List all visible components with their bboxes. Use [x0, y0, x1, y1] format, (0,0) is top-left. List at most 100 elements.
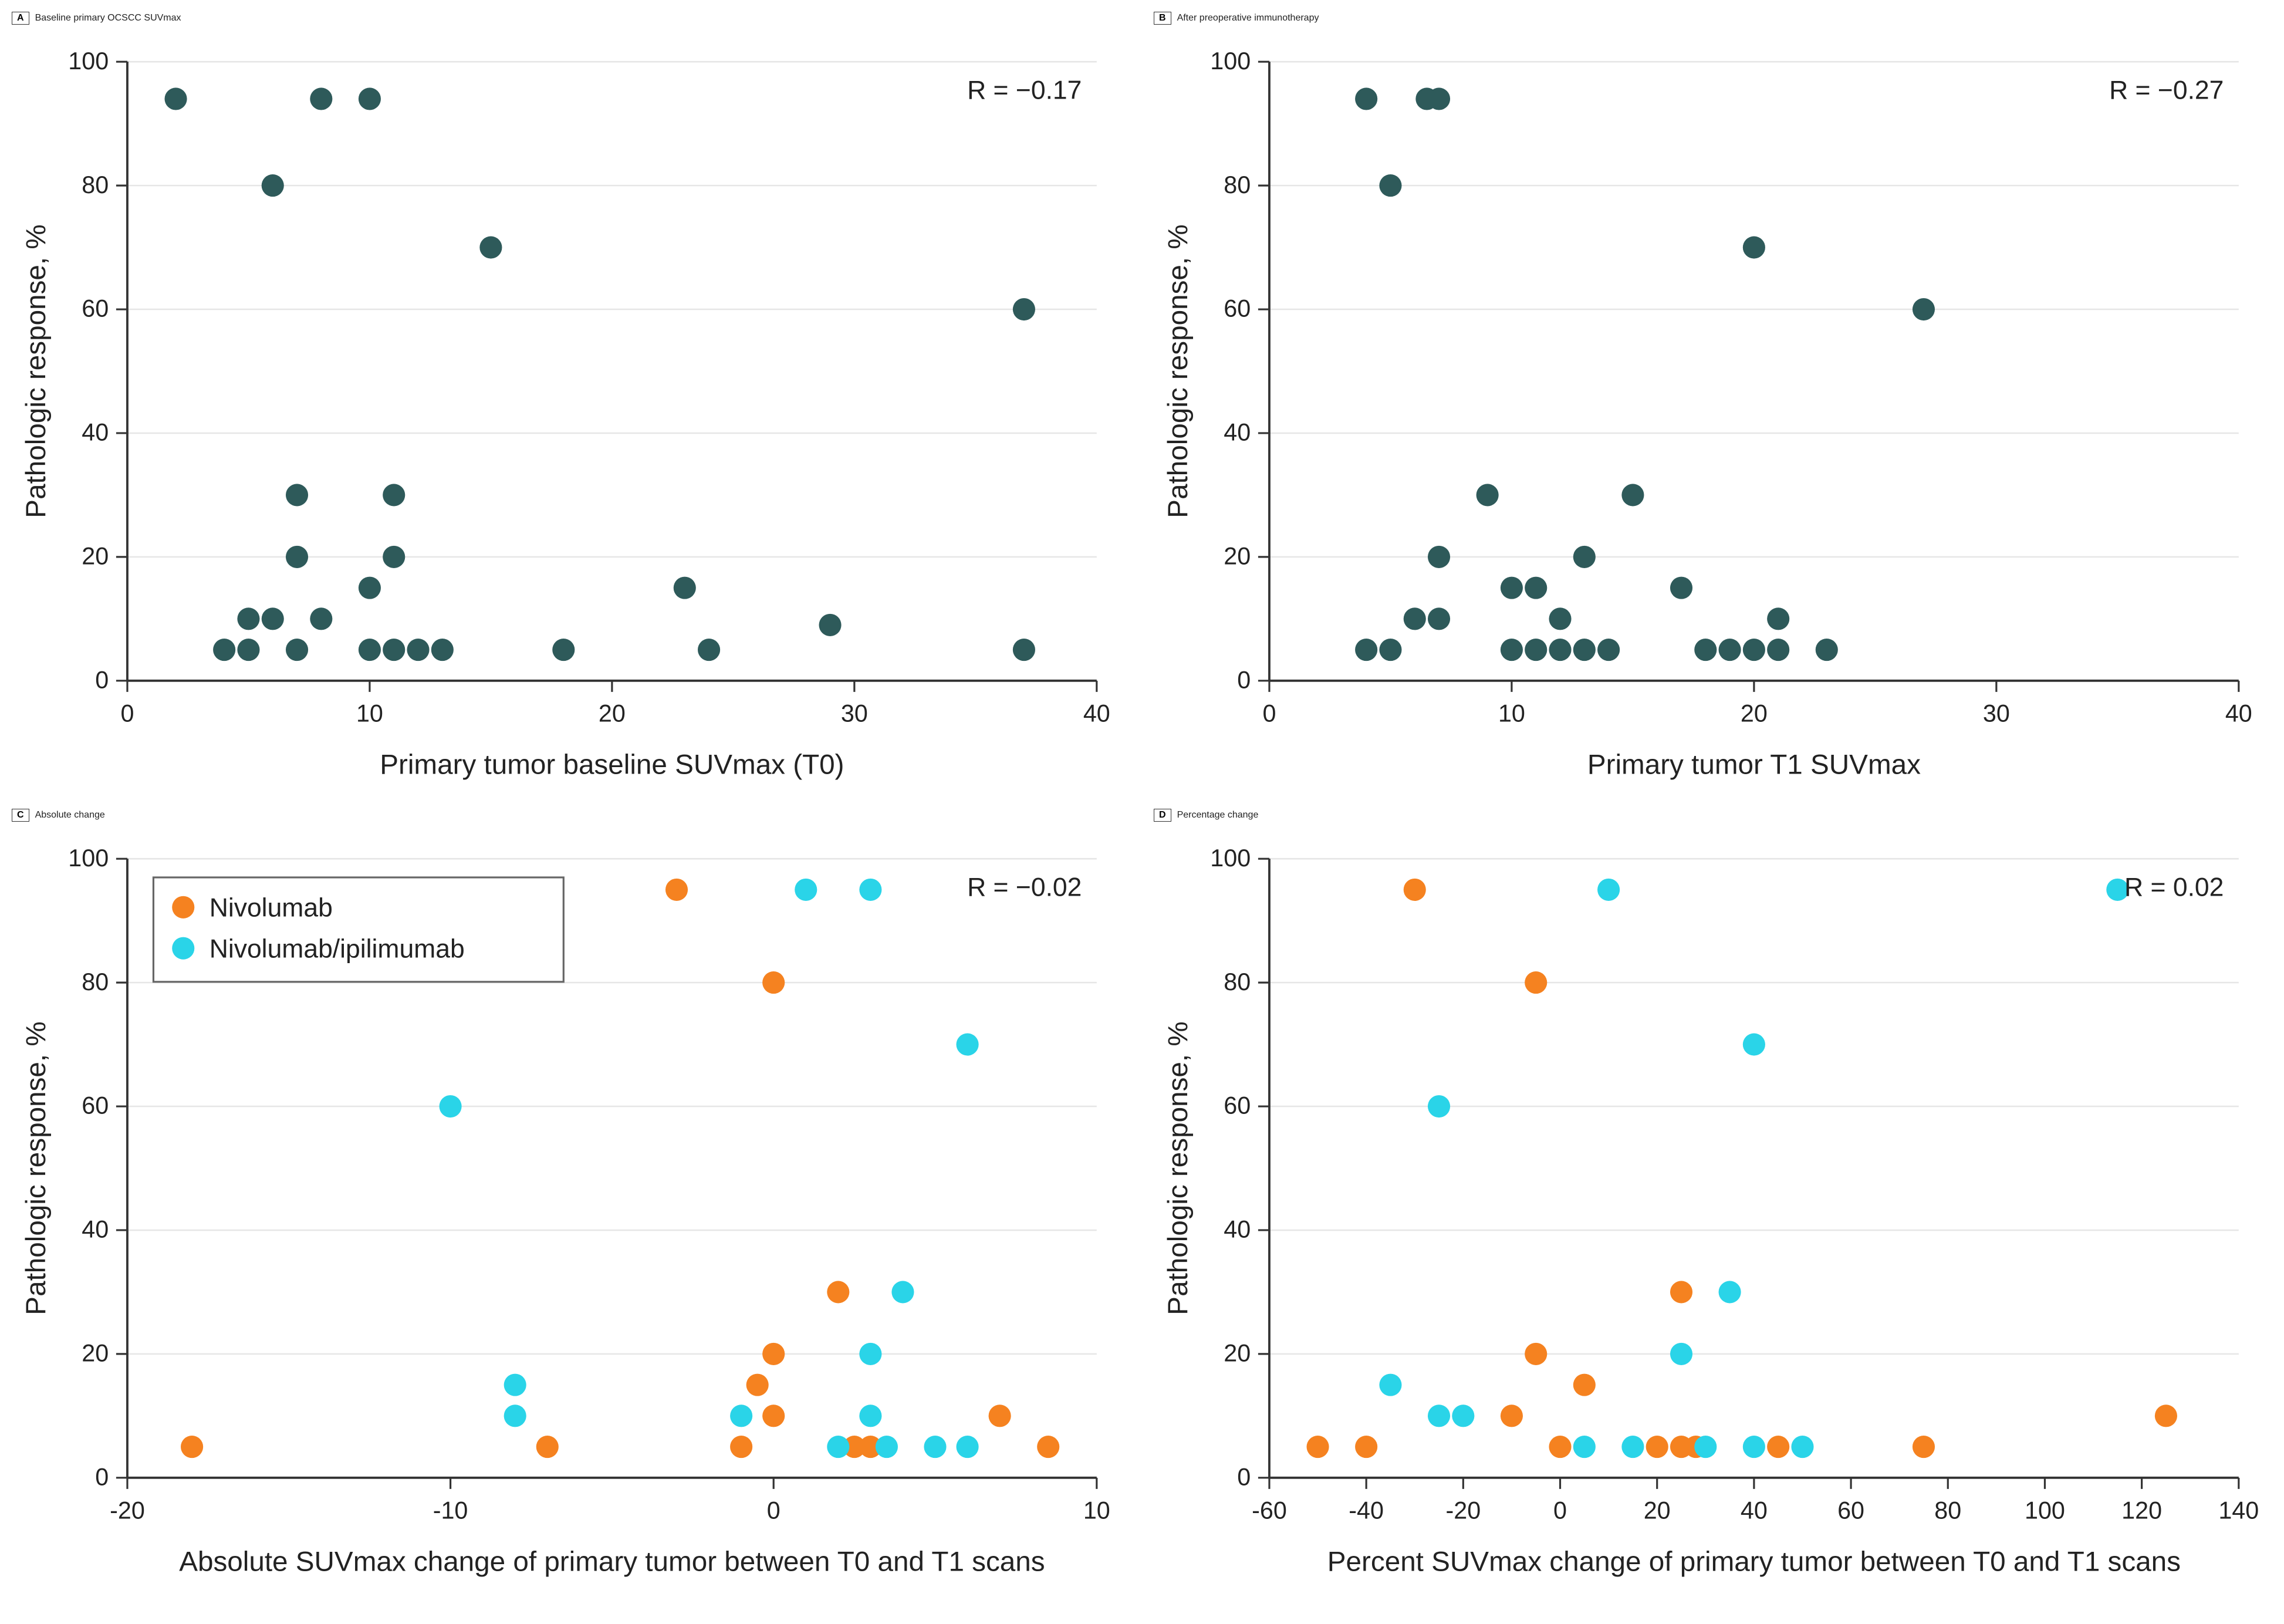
data-point [262, 174, 284, 197]
svg-text:0: 0 [1262, 700, 1276, 727]
panel-b-letter: B [1154, 12, 1171, 25]
data-point [1573, 639, 1596, 661]
panel-d-header: D Percentage change [1154, 809, 2272, 822]
svg-text:10: 10 [1083, 1497, 1110, 1524]
svg-text:-40: -40 [1349, 1497, 1384, 1524]
data-point [674, 577, 696, 599]
svg-text:60: 60 [1224, 295, 1251, 322]
data-point [1501, 1405, 1523, 1427]
data-point [181, 1436, 203, 1458]
data-point [1646, 1436, 1668, 1458]
data-point [1670, 1343, 1692, 1365]
data-point [383, 484, 405, 506]
x-axis-label: Primary tumor T1 SUVmax [1587, 749, 1921, 781]
data-point [536, 1436, 559, 1458]
data-point [1355, 639, 1377, 661]
data-point [1428, 546, 1450, 568]
data-point [1013, 298, 1035, 320]
panel-b-title: After preoperative immunotherapy [1177, 13, 1319, 23]
data-point [286, 484, 308, 506]
svg-text:20: 20 [82, 1340, 109, 1367]
data-point [1428, 87, 1450, 110]
svg-text:80: 80 [82, 171, 109, 198]
svg-text:20: 20 [599, 700, 626, 727]
svg-text:-10: -10 [433, 1497, 468, 1524]
data-point [1428, 1405, 1450, 1427]
data-point [819, 614, 841, 636]
data-point [762, 971, 785, 994]
data-point [827, 1281, 849, 1304]
svg-text:80: 80 [1224, 171, 1251, 198]
data-point [310, 87, 332, 110]
data-point [859, 1343, 881, 1365]
panel-c-header: C Absolute change [12, 809, 1130, 822]
panel-c: C Absolute change 020406080100-20-10010A… [12, 809, 1130, 1589]
svg-text:60: 60 [82, 1092, 109, 1119]
data-point [286, 639, 308, 661]
svg-text:100: 100 [1210, 48, 1251, 75]
legend-box [153, 877, 563, 982]
data-point [1719, 639, 1741, 661]
data-point [665, 879, 688, 901]
data-point [1404, 879, 1426, 901]
data-point [1694, 1436, 1717, 1458]
data-point [1428, 1095, 1450, 1117]
data-point [1573, 1374, 1596, 1396]
y-axis-label: Pathologic response, % [1163, 1022, 1194, 1315]
data-point [164, 87, 187, 110]
data-point [1549, 607, 1571, 630]
data-point [1452, 1405, 1474, 1427]
data-point [1525, 639, 1547, 661]
svg-text:120: 120 [2121, 1497, 2162, 1524]
data-point [762, 1343, 785, 1365]
data-point [440, 1095, 462, 1117]
data-point [1719, 1281, 1741, 1304]
data-point [1525, 577, 1547, 599]
panel-a-header: A Baseline primary OCSCC SUVmax [12, 12, 1130, 25]
svg-text:0: 0 [1237, 667, 1251, 694]
data-point [859, 1405, 881, 1427]
panel-a-chart: 020406080100010203040Primary tumor basel… [12, 28, 1130, 792]
svg-text:100: 100 [1210, 845, 1251, 872]
svg-text:80: 80 [1934, 1497, 1961, 1524]
data-point [876, 1436, 898, 1458]
data-point [1428, 607, 1450, 630]
data-point [1501, 577, 1523, 599]
data-point [286, 546, 308, 568]
svg-text:0: 0 [95, 1464, 109, 1491]
data-point [1355, 1436, 1377, 1458]
panel-a-title: Baseline primary OCSCC SUVmax [35, 13, 181, 23]
data-point [359, 577, 381, 599]
data-point [237, 607, 259, 630]
x-axis-label: Primary tumor baseline SUVmax (T0) [380, 749, 844, 781]
y-axis-label: Pathologic response, % [21, 224, 52, 518]
data-point [1670, 1281, 1692, 1304]
data-point [1743, 1034, 1765, 1056]
svg-text:60: 60 [82, 295, 109, 322]
panel-d: D Percentage change 020406080100-60-40-2… [1154, 809, 2272, 1589]
svg-text:0: 0 [1553, 1497, 1567, 1524]
svg-text:100: 100 [68, 845, 109, 872]
svg-text:30: 30 [1983, 700, 2010, 727]
data-point [827, 1436, 849, 1458]
data-point [730, 1436, 752, 1458]
panel-d-letter: D [1154, 809, 1171, 822]
data-point [552, 639, 575, 661]
data-point [383, 546, 405, 568]
data-point [1379, 639, 1401, 661]
svg-text:30: 30 [841, 700, 868, 727]
svg-text:-20: -20 [110, 1497, 145, 1524]
data-point [795, 879, 817, 901]
panel-d-title: Percentage change [1177, 810, 1259, 821]
x-axis-label: Percent SUVmax change of primary tumor b… [1327, 1547, 2181, 1578]
data-point [1913, 298, 1935, 320]
data-point [746, 1374, 769, 1396]
x-axis-label: Absolute SUVmax change of primary tumor … [179, 1547, 1045, 1578]
data-point [1913, 1436, 1935, 1458]
legend-marker [172, 896, 194, 919]
data-point [359, 87, 381, 110]
data-point [1379, 1374, 1401, 1396]
data-point [1743, 639, 1765, 661]
data-point [1573, 546, 1596, 568]
svg-text:-20: -20 [1445, 1497, 1481, 1524]
